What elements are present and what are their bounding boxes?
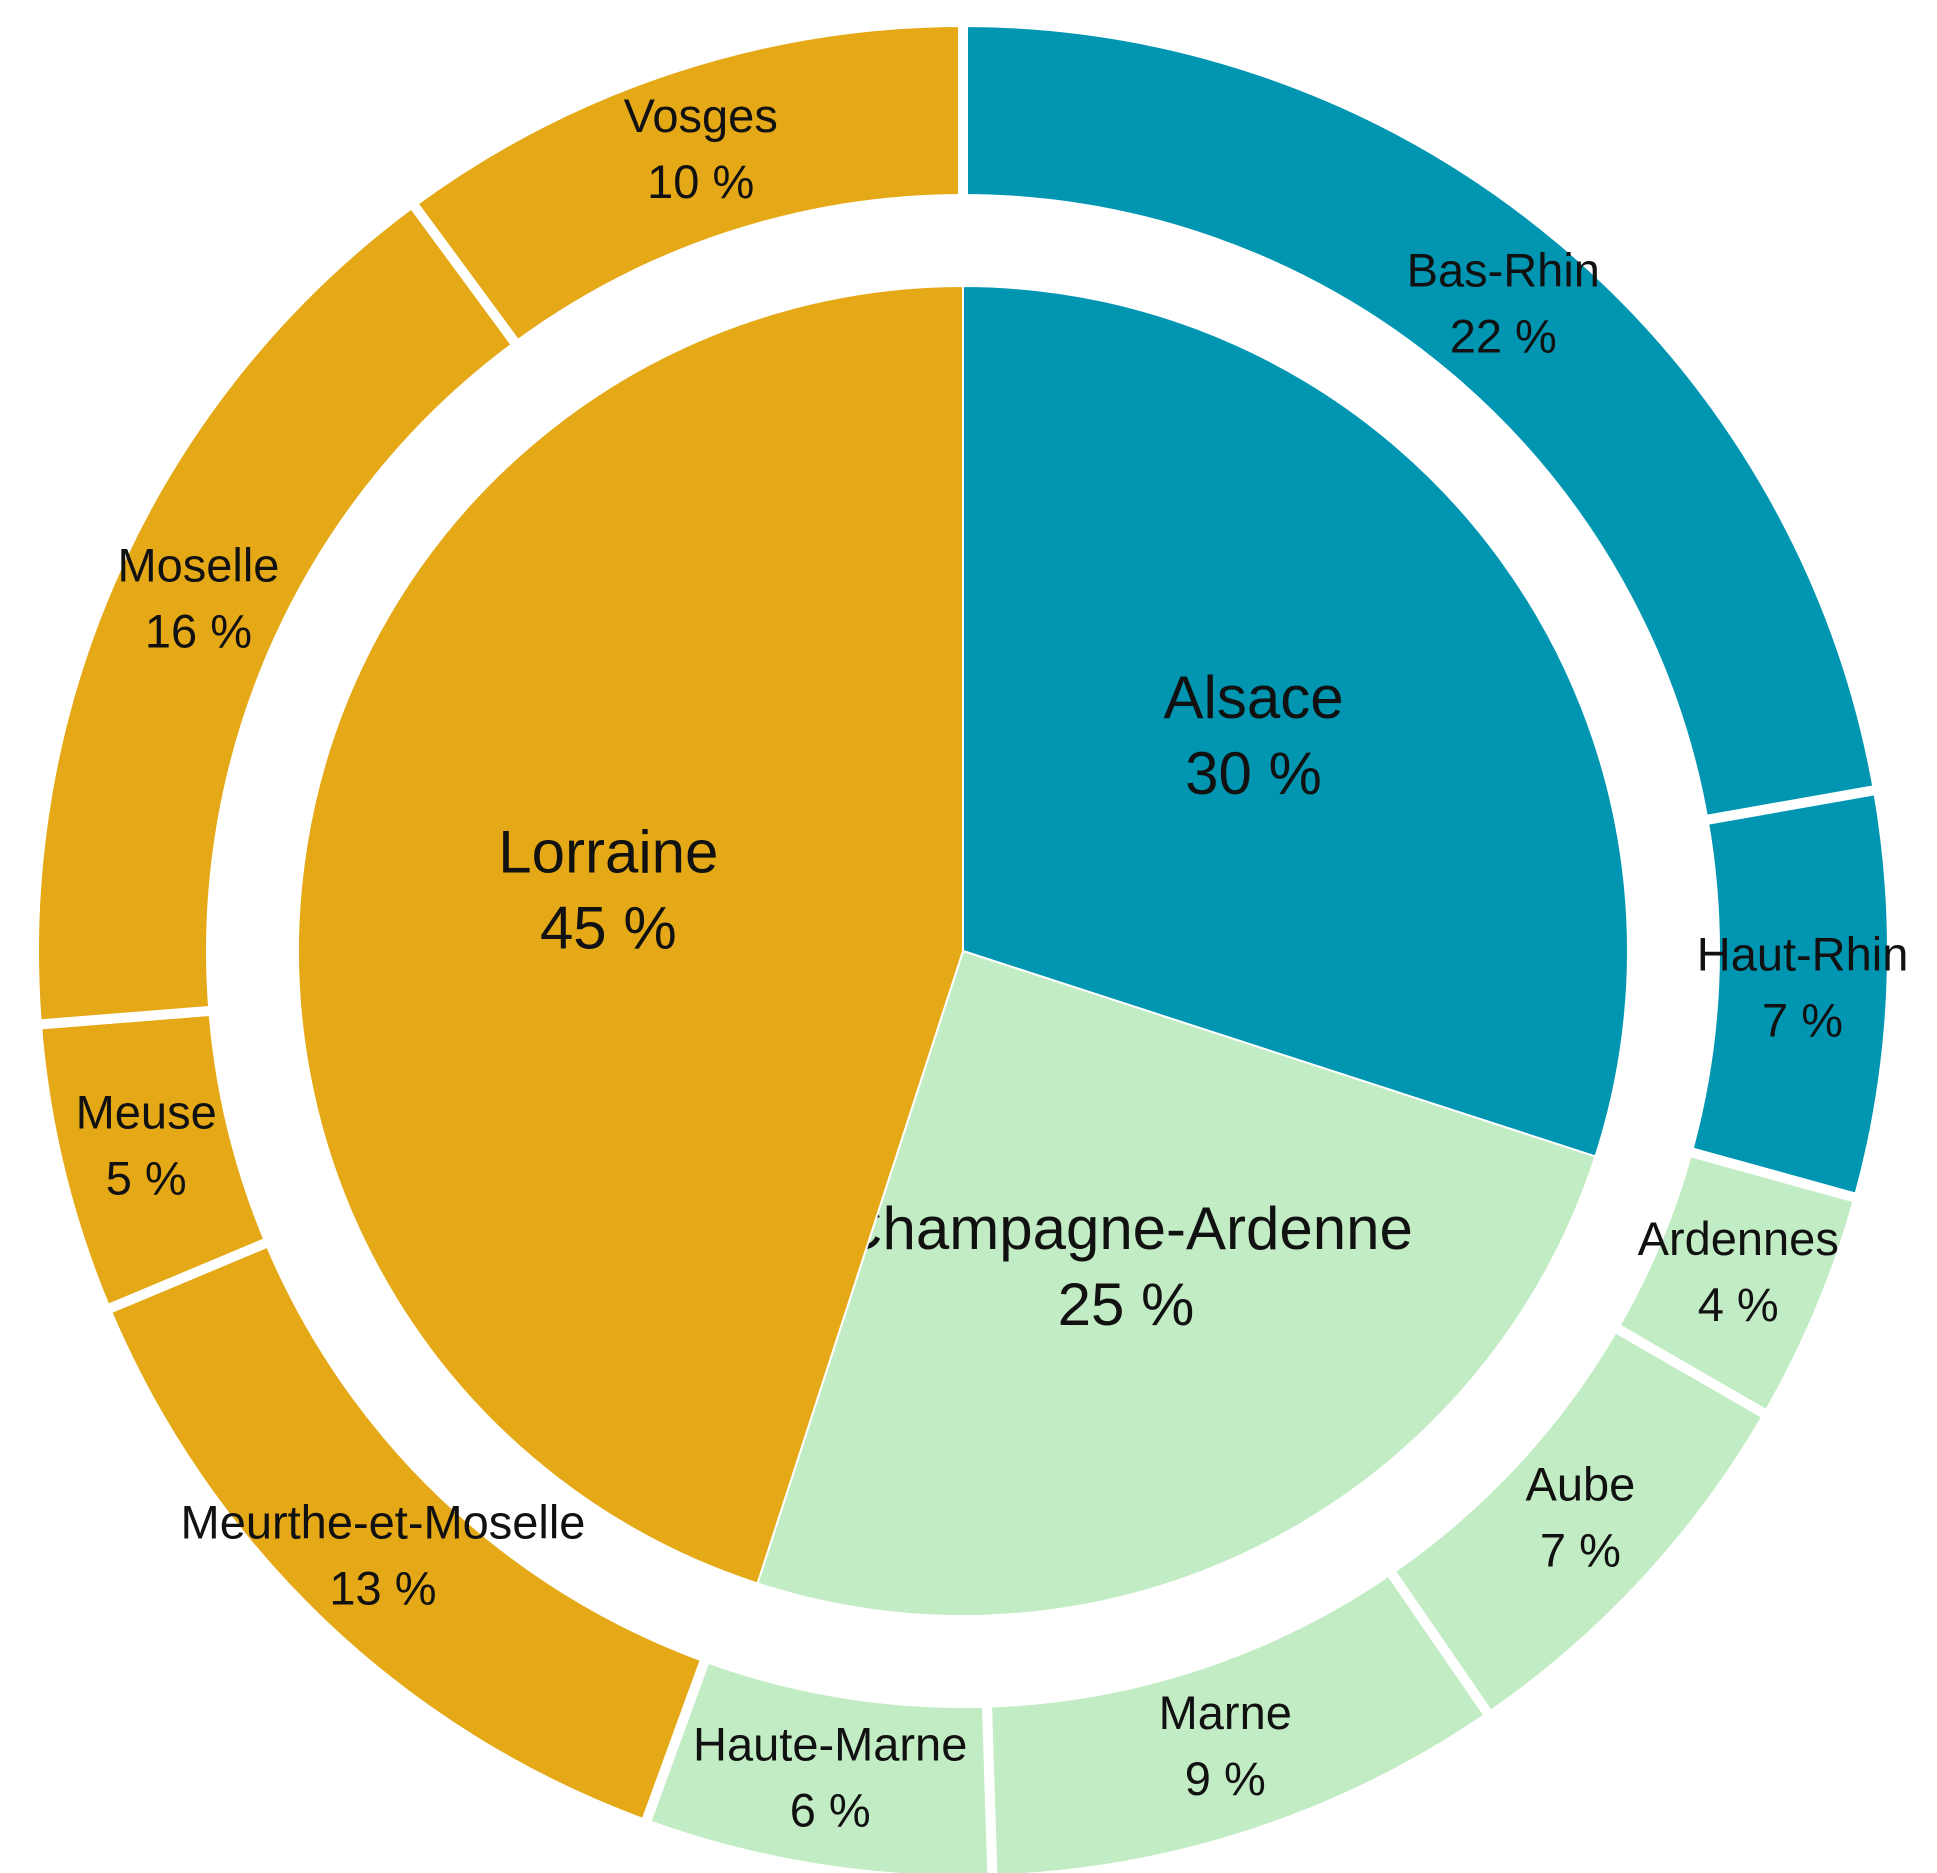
outer-value-label: 9 %: [1185, 1752, 1266, 1805]
outer-label: Vosges: [624, 89, 778, 142]
outer-segment: [405, 16, 968, 353]
inner-value-label: 30 %: [1185, 740, 1322, 807]
outer-value-label: 7 %: [1540, 1524, 1621, 1577]
outer-label: Moselle: [117, 538, 279, 591]
inner-label: Lorraine: [498, 819, 718, 886]
outer-label: Meuse: [76, 1086, 217, 1139]
outer-label: Aube: [1526, 1458, 1636, 1511]
outer-value-label: 4 %: [1698, 1278, 1779, 1331]
outer-value-label: 6 %: [790, 1783, 871, 1836]
outer-value-label: 22 %: [1450, 310, 1557, 363]
inner-label: Champagne-Ardenne: [839, 1195, 1413, 1262]
inner-segment: [297, 284, 964, 1585]
outer-label: Haut-Rhin: [1697, 927, 1909, 980]
outer-segment: [958, 16, 1884, 827]
outer-value-label: 7 %: [1762, 993, 1843, 1046]
outer-label: Haute-Marne: [693, 1717, 967, 1770]
inner-value-label: 45 %: [540, 895, 677, 962]
outer-label: Marne: [1159, 1686, 1292, 1739]
outer-label: Meurthe-et-Moselle: [181, 1496, 586, 1549]
outer-value-label: 5 %: [106, 1152, 187, 1205]
outer-label: Bas-Rhin: [1407, 244, 1600, 297]
inner-segment: [962, 284, 1629, 1158]
inner-label: Alsace: [1163, 664, 1343, 731]
outer-value-label: 13 %: [329, 1562, 436, 1615]
inner-value-label: 25 %: [1058, 1271, 1195, 1338]
outer-segment: [981, 1563, 1497, 1873]
outer-value-label: 10 %: [647, 155, 754, 208]
inner-segment: [756, 949, 1597, 1617]
outer-label: Ardennes: [1638, 1212, 1839, 1265]
outer-value-label: 16 %: [145, 604, 252, 657]
